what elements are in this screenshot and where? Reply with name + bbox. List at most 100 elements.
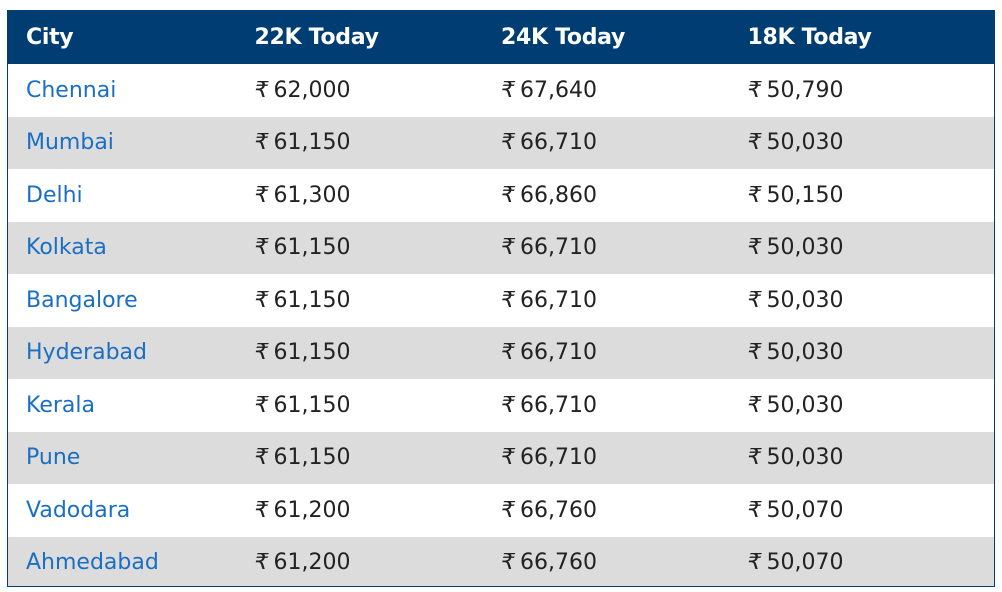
city-link[interactable]: Ahmedabad [26, 550, 159, 576]
header-24k: 24K Today [501, 25, 626, 50]
rupee-icon: ₹ [254, 130, 269, 156]
rupee-icon: ₹ [747, 287, 762, 313]
price-value: 61,150 [273, 340, 351, 366]
rupee-icon: ₹ [501, 77, 516, 103]
rupee-icon: ₹ [747, 445, 762, 471]
city-link[interactable]: Bangalore [26, 287, 138, 313]
table-header-row: City 22K Today 24K Today 18K Today [8, 11, 994, 64]
price-k24: ₹67,640 [501, 78, 747, 103]
table-row: Kolkata ₹61,150 ₹66,710 ₹50,030 [8, 221, 994, 274]
price-k18: ₹50,070 [748, 550, 994, 575]
rupee-icon: ₹ [254, 77, 269, 103]
price-k24: ₹66,760 [501, 498, 747, 523]
rupee-icon: ₹ [254, 287, 269, 313]
price-value: 61,150 [273, 287, 351, 313]
price-value: 50,030 [766, 235, 844, 261]
price-value: 66,710 [520, 445, 597, 471]
price-k22: ₹61,150 [255, 393, 501, 418]
rupee-icon: ₹ [747, 182, 762, 208]
price-value: 50,030 [766, 340, 844, 366]
price-k24: ₹66,710 [501, 393, 747, 418]
rupee-icon: ₹ [254, 182, 269, 208]
price-value: 61,200 [273, 497, 351, 523]
city-link[interactable]: Mumbai [26, 130, 114, 156]
price-k22: ₹61,150 [255, 340, 501, 365]
price-value: 50,070 [766, 550, 844, 576]
city-link[interactable]: Pune [26, 445, 81, 471]
table-row: Ahmedabad ₹61,200 ₹66,760 ₹50,070 [8, 536, 994, 586]
table-row: Pune ₹61,150 ₹66,710 ₹50,030 [8, 431, 994, 484]
price-k18: ₹50,070 [748, 498, 994, 523]
rupee-icon: ₹ [501, 182, 516, 208]
price-value: 61,150 [273, 445, 351, 471]
rupee-icon: ₹ [501, 497, 516, 523]
rupee-icon: ₹ [747, 235, 762, 261]
price-k22: ₹61,150 [255, 288, 501, 313]
table-row: Bangalore ₹61,150 ₹66,710 ₹50,030 [8, 274, 994, 327]
city-link[interactable]: Chennai [26, 77, 117, 103]
rupee-icon: ₹ [254, 392, 269, 418]
price-k24: ₹66,710 [501, 445, 747, 470]
price-value: 66,710 [520, 340, 597, 366]
price-value: 61,150 [273, 235, 351, 261]
price-k22: ₹61,150 [255, 235, 501, 260]
price-value: 61,300 [273, 182, 351, 208]
rupee-icon: ₹ [747, 392, 762, 418]
price-value: 66,710 [520, 235, 597, 261]
price-value: 50,790 [766, 77, 844, 103]
price-value: 66,710 [520, 392, 597, 418]
price-value: 66,860 [520, 182, 597, 208]
price-value: 62,000 [273, 77, 351, 103]
rupee-icon: ₹ [747, 130, 762, 156]
rupee-icon: ₹ [501, 550, 516, 576]
header-22k: 22K Today [254, 25, 379, 50]
price-k24: ₹66,710 [501, 288, 747, 313]
price-value: 66,760 [520, 497, 597, 523]
city-link[interactable]: Hyderabad [26, 340, 147, 366]
price-k18: ₹50,030 [748, 235, 994, 260]
city-link[interactable]: Vadodara [26, 497, 131, 523]
price-value: 50,030 [766, 392, 844, 418]
table-row: Kerala ₹61,150 ₹66,710 ₹50,030 [8, 379, 994, 432]
rupee-icon: ₹ [254, 340, 269, 366]
rupee-icon: ₹ [501, 392, 516, 418]
price-value: 50,030 [766, 445, 844, 471]
price-k18: ₹50,150 [748, 183, 994, 208]
rupee-icon: ₹ [501, 235, 516, 261]
table-row: Delhi ₹61,300 ₹66,860 ₹50,150 [8, 169, 994, 222]
price-k18: ₹50,030 [748, 340, 994, 365]
table-row: Vadodara ₹61,200 ₹66,760 ₹50,070 [8, 484, 994, 537]
city-link[interactable]: Kolkata [26, 235, 107, 261]
price-k24: ₹66,760 [501, 550, 747, 575]
table-row: Mumbai ₹61,150 ₹66,710 ₹50,030 [8, 116, 994, 169]
rupee-icon: ₹ [254, 235, 269, 261]
price-value: 66,760 [520, 550, 597, 576]
rupee-icon: ₹ [501, 287, 516, 313]
rupee-icon: ₹ [747, 77, 762, 103]
price-value: 61,200 [273, 550, 351, 576]
city-link[interactable]: Kerala [26, 392, 95, 418]
price-k22: ₹61,200 [255, 550, 501, 575]
price-k22: ₹62,000 [255, 78, 501, 103]
rupee-icon: ₹ [501, 130, 516, 156]
price-k18: ₹50,030 [748, 393, 994, 418]
price-value: 50,030 [766, 287, 844, 313]
rupee-icon: ₹ [254, 497, 269, 523]
price-k18: ₹50,030 [748, 130, 994, 155]
price-value: 66,710 [520, 130, 597, 156]
rupee-icon: ₹ [501, 340, 516, 366]
rupee-icon: ₹ [747, 497, 762, 523]
price-k24: ₹66,710 [501, 340, 747, 365]
rupee-icon: ₹ [254, 550, 269, 576]
price-value: 67,640 [520, 77, 597, 103]
table-body: Chennai ₹62,000 ₹67,640 ₹50,790 Mumbai ₹61,15… [8, 64, 994, 586]
price-value: 50,070 [766, 497, 844, 523]
price-k24: ₹66,710 [501, 130, 747, 155]
rupee-icon: ₹ [747, 550, 762, 576]
rupee-icon: ₹ [501, 445, 516, 471]
price-k18: ₹50,790 [748, 78, 994, 103]
city-link[interactable]: Delhi [26, 182, 83, 208]
price-value: 66,710 [520, 287, 597, 313]
price-k22: ₹61,150 [255, 130, 501, 155]
rupee-icon: ₹ [254, 445, 269, 471]
